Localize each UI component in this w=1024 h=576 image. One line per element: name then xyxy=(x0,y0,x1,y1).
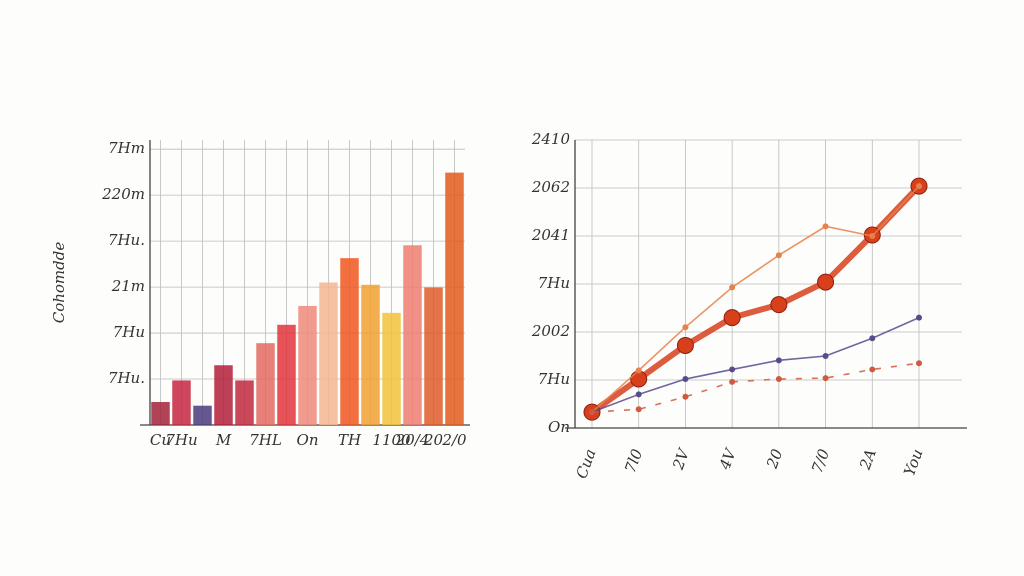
point xyxy=(770,296,788,314)
point xyxy=(676,336,694,354)
line xyxy=(590,184,922,415)
point xyxy=(822,375,829,382)
y-tick-label: 7Hu xyxy=(538,370,570,388)
x-tick-label: Cua xyxy=(572,447,599,481)
y-tick-label: 220m xyxy=(101,185,145,203)
x-tick-label: M xyxy=(215,431,232,449)
point xyxy=(817,273,835,291)
y-tick-label: 7Hu. xyxy=(108,231,145,249)
point xyxy=(916,314,922,321)
y-tick-label: 2062 xyxy=(531,178,570,196)
point xyxy=(630,370,648,388)
bar xyxy=(382,312,401,425)
bar xyxy=(424,287,443,425)
x-tick-label: 1100 xyxy=(372,431,411,449)
x-tick-label: 7l0 xyxy=(621,446,646,475)
bar xyxy=(214,365,233,425)
point xyxy=(729,378,736,385)
x-tick-label: You xyxy=(900,447,926,479)
bar xyxy=(319,282,338,425)
y-tick-label: On xyxy=(548,418,570,436)
bar xyxy=(445,172,464,425)
x-tick-label: 7Hu xyxy=(165,431,197,449)
x-tick-label: 7HL xyxy=(249,431,282,449)
x-tick-label: 20/4 xyxy=(395,431,430,449)
x-tick-label: 2V xyxy=(669,445,694,473)
y-axis-label: Cohomdde xyxy=(50,242,68,324)
point xyxy=(635,367,642,374)
line xyxy=(591,316,920,413)
line xyxy=(591,362,920,413)
point xyxy=(682,324,689,331)
y-tick-label: 21m xyxy=(111,277,145,295)
point xyxy=(916,360,922,367)
x-tick-label: 4V xyxy=(715,445,740,473)
y-tick-label: 7Hu. xyxy=(108,369,145,387)
x-tick-label: 20 xyxy=(763,446,787,471)
bar xyxy=(361,284,380,425)
bar xyxy=(403,245,422,425)
point xyxy=(729,366,736,373)
point xyxy=(775,357,782,364)
x-tick-label: 2/0 xyxy=(441,431,467,449)
bar xyxy=(151,402,170,425)
point xyxy=(775,376,782,383)
point xyxy=(729,284,736,291)
point xyxy=(775,252,782,259)
y-tick-label: 2002 xyxy=(531,322,570,340)
bar xyxy=(277,324,296,425)
x-tick-label: 20 xyxy=(423,431,444,449)
x-tick-label: 2A xyxy=(856,446,880,472)
y-tick-label: 7Hm xyxy=(108,139,145,157)
bar xyxy=(256,343,275,425)
y-tick-label: 7Hu xyxy=(538,274,570,292)
x-tick-label: 7/0 xyxy=(808,446,833,475)
bar xyxy=(298,305,317,425)
bar xyxy=(235,380,254,425)
point xyxy=(589,409,595,416)
x-tick-label: Cu xyxy=(150,431,171,449)
point xyxy=(682,393,689,400)
point xyxy=(822,353,829,359)
point xyxy=(916,183,922,190)
x-tick-label: TH xyxy=(338,431,362,449)
y-tick-label: 2041 xyxy=(531,226,570,244)
bar xyxy=(172,380,191,425)
y-tick-label: 2410 xyxy=(531,130,571,148)
y-tick-label: 7Hu xyxy=(113,323,145,341)
bar xyxy=(340,258,359,425)
point xyxy=(869,233,876,239)
x-tick-label: On xyxy=(297,431,319,449)
line xyxy=(591,185,920,413)
bar xyxy=(193,405,212,425)
point xyxy=(682,376,689,383)
point xyxy=(869,335,876,342)
point xyxy=(723,309,741,327)
point xyxy=(635,391,642,398)
point xyxy=(869,366,876,373)
point xyxy=(822,223,829,230)
point xyxy=(635,406,642,413)
